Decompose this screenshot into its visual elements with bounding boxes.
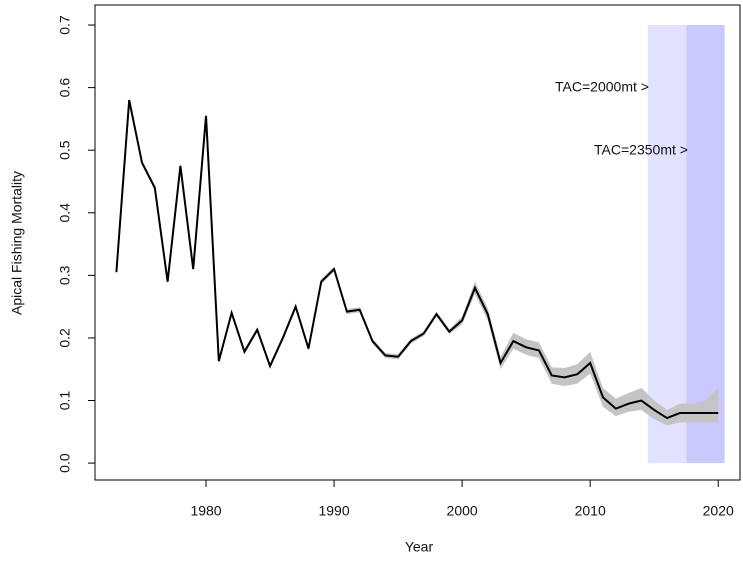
y-tick-label: 0.5 — [57, 140, 73, 160]
y-tick-label: 0.4 — [57, 203, 73, 223]
x-axis-label: Year — [405, 539, 434, 555]
y-tick-label: 0.6 — [57, 78, 73, 98]
y-tick-label: 0.3 — [57, 265, 73, 285]
y-tick-label: 0.2 — [57, 328, 73, 348]
y-tick-label: 0.0 — [57, 453, 73, 473]
annotation: TAC=2000mt > — [555, 79, 649, 95]
y-axis-label: Apical Fishing Mortality — [9, 171, 25, 315]
shaded-region — [686, 25, 725, 464]
x-tick-label: 2000 — [447, 503, 478, 519]
data-line — [115, 99, 719, 420]
y-tick-label: 0.7 — [57, 15, 73, 35]
y-tick-label: 0.1 — [57, 391, 73, 411]
x-tick-label: 1980 — [190, 503, 221, 519]
x-tick-label: 2010 — [575, 503, 606, 519]
x-tick-label: 1990 — [318, 503, 349, 519]
annotation: TAC=2350mt > — [594, 142, 688, 158]
x-tick-label: 2020 — [703, 503, 734, 519]
shaded-region — [647, 25, 687, 464]
